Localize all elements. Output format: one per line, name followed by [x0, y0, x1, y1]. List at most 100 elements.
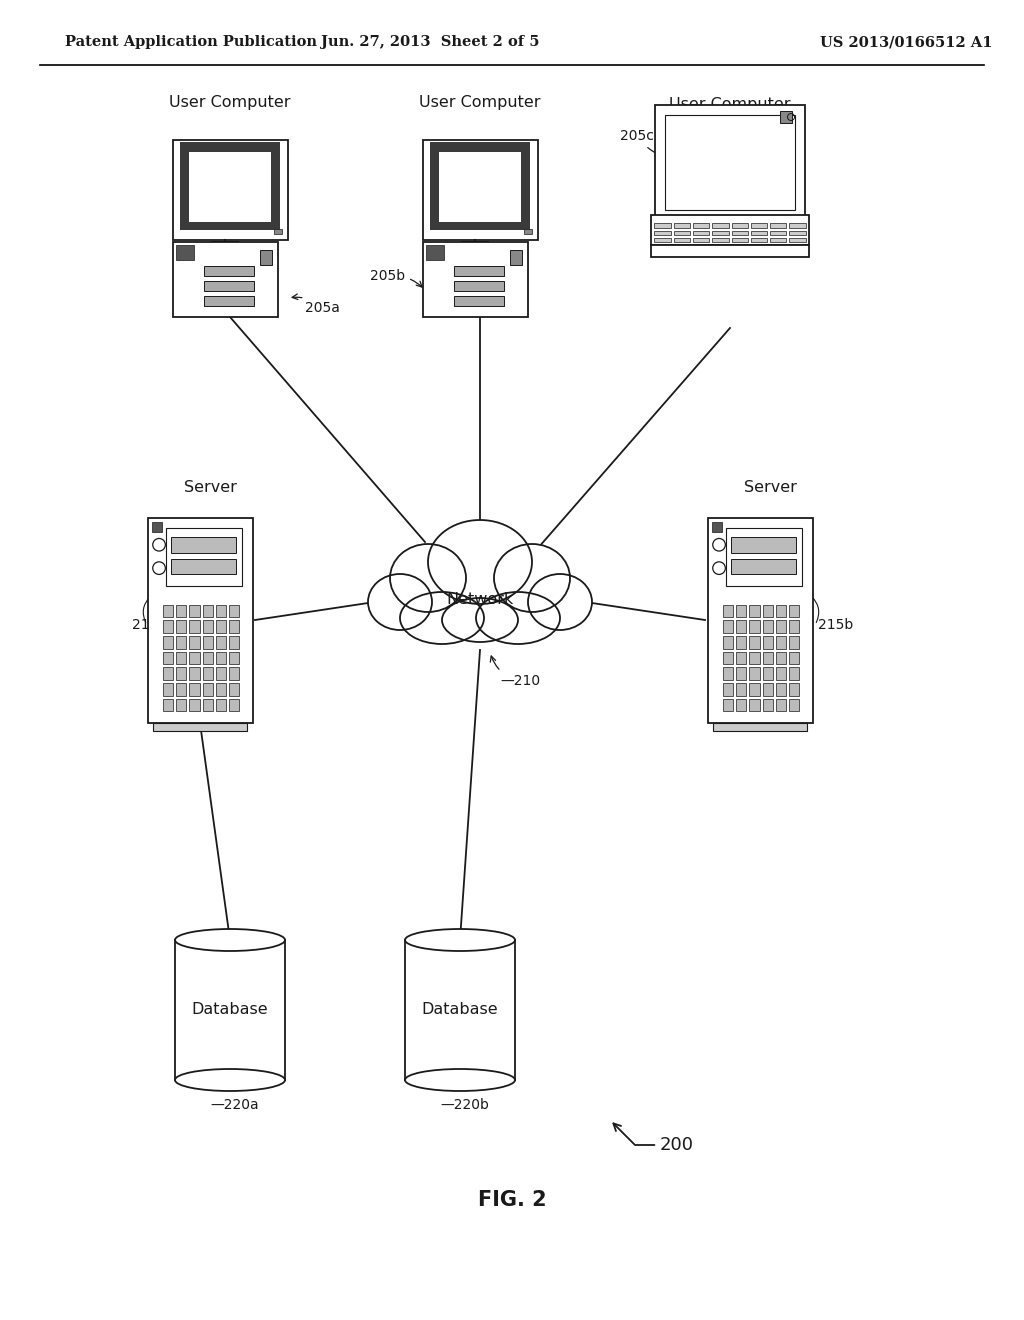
FancyBboxPatch shape	[736, 652, 746, 664]
FancyBboxPatch shape	[439, 152, 520, 222]
FancyBboxPatch shape	[430, 143, 530, 231]
FancyBboxPatch shape	[788, 620, 799, 632]
FancyBboxPatch shape	[763, 668, 773, 680]
FancyBboxPatch shape	[736, 636, 746, 648]
FancyBboxPatch shape	[228, 698, 239, 711]
Text: Database: Database	[422, 1002, 499, 1018]
FancyBboxPatch shape	[750, 652, 760, 664]
FancyBboxPatch shape	[203, 682, 213, 696]
FancyBboxPatch shape	[693, 231, 710, 235]
FancyBboxPatch shape	[674, 231, 690, 235]
FancyBboxPatch shape	[176, 605, 186, 618]
FancyBboxPatch shape	[750, 698, 760, 711]
FancyBboxPatch shape	[189, 698, 200, 711]
FancyBboxPatch shape	[731, 238, 748, 242]
FancyBboxPatch shape	[216, 668, 226, 680]
FancyBboxPatch shape	[172, 140, 288, 240]
FancyBboxPatch shape	[454, 267, 505, 276]
FancyBboxPatch shape	[674, 223, 690, 227]
FancyBboxPatch shape	[175, 246, 194, 260]
FancyBboxPatch shape	[730, 537, 796, 553]
FancyBboxPatch shape	[203, 698, 213, 711]
FancyBboxPatch shape	[730, 558, 796, 574]
FancyBboxPatch shape	[770, 238, 786, 242]
FancyBboxPatch shape	[228, 620, 239, 632]
FancyBboxPatch shape	[189, 636, 200, 648]
Text: —220a: —220a	[210, 1098, 259, 1111]
FancyBboxPatch shape	[163, 620, 173, 632]
FancyBboxPatch shape	[776, 636, 785, 648]
FancyBboxPatch shape	[776, 620, 785, 632]
FancyBboxPatch shape	[776, 682, 785, 696]
FancyBboxPatch shape	[763, 620, 773, 632]
FancyBboxPatch shape	[763, 652, 773, 664]
FancyBboxPatch shape	[651, 246, 809, 257]
FancyBboxPatch shape	[152, 523, 162, 532]
FancyBboxPatch shape	[423, 140, 538, 240]
FancyBboxPatch shape	[776, 652, 785, 664]
FancyBboxPatch shape	[712, 523, 722, 532]
Text: —220b: —220b	[440, 1098, 488, 1111]
FancyBboxPatch shape	[228, 668, 239, 680]
FancyBboxPatch shape	[163, 605, 173, 618]
FancyBboxPatch shape	[736, 698, 746, 711]
FancyBboxPatch shape	[651, 215, 809, 246]
FancyBboxPatch shape	[273, 228, 282, 234]
FancyBboxPatch shape	[708, 517, 812, 722]
FancyBboxPatch shape	[189, 668, 200, 680]
FancyBboxPatch shape	[189, 152, 270, 222]
FancyBboxPatch shape	[216, 620, 226, 632]
FancyBboxPatch shape	[176, 698, 186, 711]
FancyBboxPatch shape	[750, 682, 760, 696]
Text: User Computer: User Computer	[169, 95, 291, 110]
FancyBboxPatch shape	[203, 652, 213, 664]
FancyBboxPatch shape	[166, 528, 242, 586]
FancyBboxPatch shape	[665, 115, 795, 210]
FancyBboxPatch shape	[790, 231, 806, 235]
FancyBboxPatch shape	[726, 528, 802, 586]
FancyBboxPatch shape	[176, 636, 186, 648]
FancyBboxPatch shape	[712, 231, 728, 235]
FancyBboxPatch shape	[736, 620, 746, 632]
FancyBboxPatch shape	[228, 652, 239, 664]
FancyBboxPatch shape	[723, 668, 733, 680]
FancyBboxPatch shape	[731, 231, 748, 235]
Text: 215b: 215b	[818, 618, 853, 632]
Text: Database: Database	[191, 1002, 268, 1018]
FancyBboxPatch shape	[216, 636, 226, 648]
FancyBboxPatch shape	[176, 652, 186, 664]
Ellipse shape	[528, 574, 592, 630]
FancyBboxPatch shape	[776, 668, 785, 680]
FancyBboxPatch shape	[189, 620, 200, 632]
Text: US 2013/0166512 A1: US 2013/0166512 A1	[820, 36, 992, 49]
FancyBboxPatch shape	[216, 698, 226, 711]
FancyBboxPatch shape	[736, 682, 746, 696]
FancyBboxPatch shape	[736, 605, 746, 618]
Ellipse shape	[368, 574, 432, 630]
FancyBboxPatch shape	[790, 238, 806, 242]
FancyBboxPatch shape	[454, 281, 505, 290]
Text: User Computer: User Computer	[419, 95, 541, 110]
FancyBboxPatch shape	[523, 228, 531, 234]
FancyBboxPatch shape	[216, 605, 226, 618]
FancyBboxPatch shape	[172, 242, 278, 317]
FancyBboxPatch shape	[163, 636, 173, 648]
FancyBboxPatch shape	[763, 605, 773, 618]
Text: Server: Server	[743, 480, 797, 495]
FancyBboxPatch shape	[723, 636, 733, 648]
Text: Jun. 27, 2013  Sheet 2 of 5: Jun. 27, 2013 Sheet 2 of 5	[321, 36, 540, 49]
FancyBboxPatch shape	[189, 605, 200, 618]
FancyBboxPatch shape	[788, 668, 799, 680]
Ellipse shape	[442, 598, 518, 642]
FancyBboxPatch shape	[750, 636, 760, 648]
FancyBboxPatch shape	[788, 652, 799, 664]
FancyBboxPatch shape	[713, 722, 807, 730]
FancyBboxPatch shape	[203, 668, 213, 680]
FancyBboxPatch shape	[736, 668, 746, 680]
FancyBboxPatch shape	[163, 668, 173, 680]
Ellipse shape	[175, 929, 285, 950]
FancyBboxPatch shape	[750, 605, 760, 618]
Ellipse shape	[494, 544, 570, 612]
Ellipse shape	[400, 591, 484, 644]
FancyBboxPatch shape	[204, 267, 254, 276]
